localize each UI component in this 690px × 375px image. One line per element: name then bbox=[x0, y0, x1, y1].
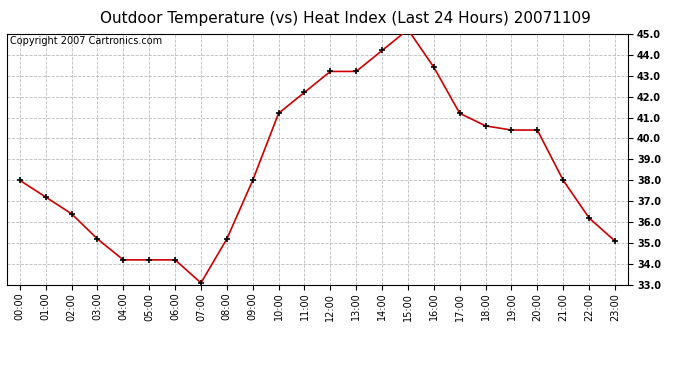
Text: Copyright 2007 Cartronics.com: Copyright 2007 Cartronics.com bbox=[10, 36, 162, 46]
Text: Outdoor Temperature (vs) Heat Index (Last 24 Hours) 20071109: Outdoor Temperature (vs) Heat Index (Las… bbox=[99, 11, 591, 26]
